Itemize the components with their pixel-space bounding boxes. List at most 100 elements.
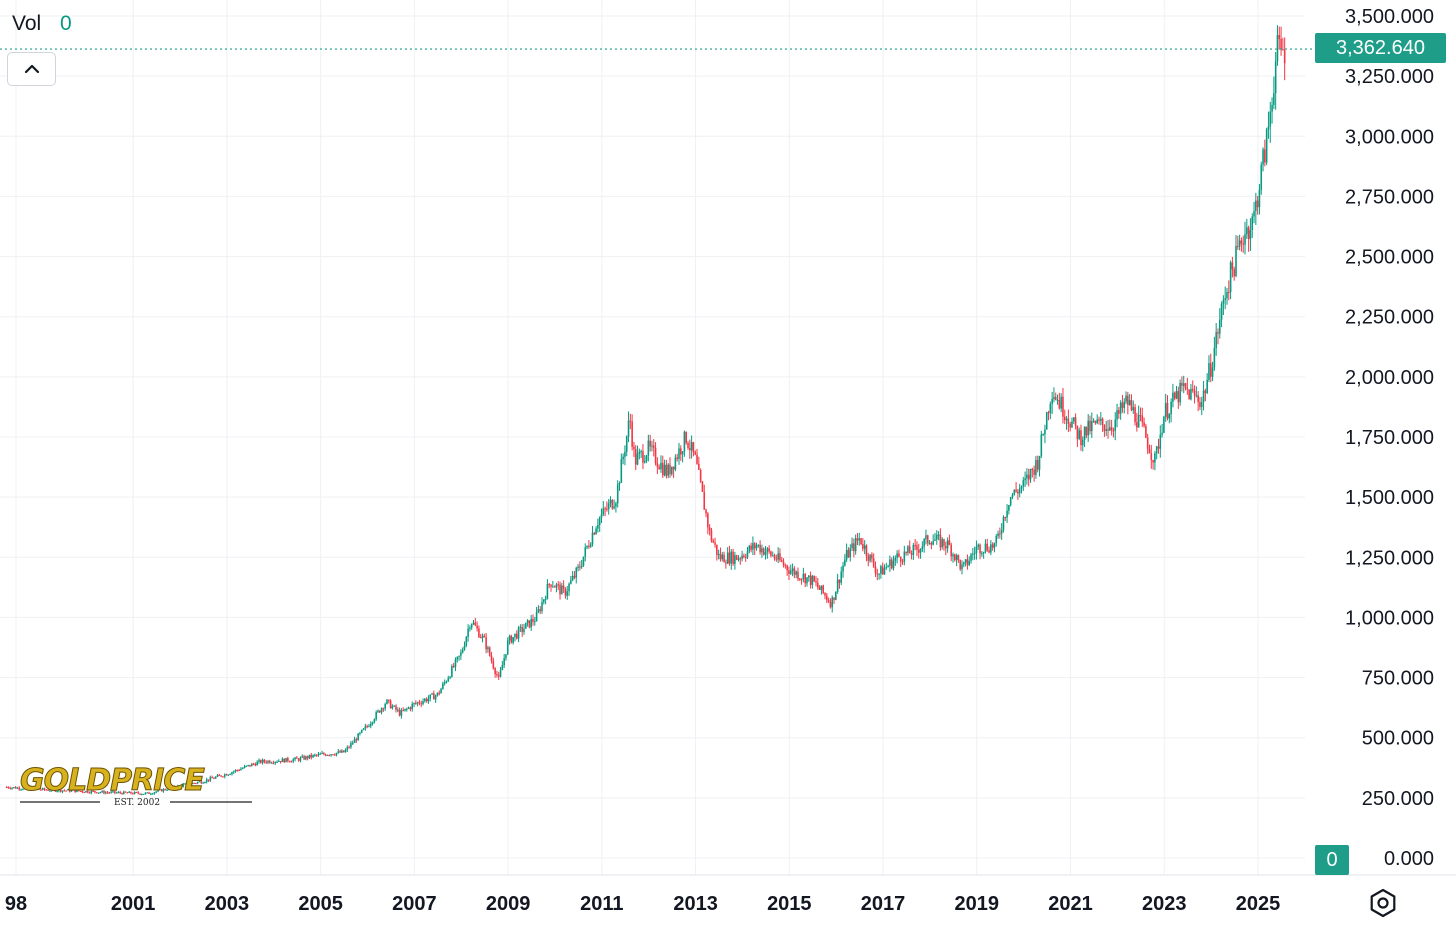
candle-body <box>979 544 981 554</box>
candle-body <box>451 666 453 677</box>
candle-body <box>676 457 678 459</box>
candle-body <box>981 553 983 555</box>
candle-body <box>45 789 48 791</box>
candle-body <box>442 683 444 689</box>
candle-body <box>310 754 313 758</box>
candle-body <box>642 451 644 463</box>
candle-body <box>1251 216 1254 231</box>
x-tick-label: 2017 <box>861 893 906 915</box>
candle-body <box>681 451 684 455</box>
candle-body <box>447 678 450 682</box>
candle-body <box>299 757 302 761</box>
volume-indicator-value: 0 <box>60 12 72 35</box>
candle-body <box>946 540 949 549</box>
candle-body <box>234 769 237 772</box>
candle-body <box>582 556 585 566</box>
candle-body <box>865 545 868 556</box>
candle-body <box>333 754 336 756</box>
candle-body <box>903 551 906 562</box>
candle-body <box>921 546 924 549</box>
candle-body <box>202 782 204 784</box>
candle-body <box>1222 299 1225 304</box>
x-tick-label: 2007 <box>392 893 437 915</box>
candle-body <box>817 582 819 588</box>
candle-body <box>34 787 37 789</box>
candle-body <box>964 559 967 563</box>
candle-body <box>227 774 230 776</box>
candle-body <box>840 571 843 583</box>
candle-body <box>1276 35 1279 62</box>
candle-body <box>937 534 940 536</box>
candle-body <box>1179 382 1181 403</box>
candle-body <box>685 431 688 443</box>
time-axis[interactable]: 98 2001 2003 2005 2007 2009 2011 2013 2015 2017 20… <box>5 893 1280 915</box>
candle-body <box>613 506 615 509</box>
candle-body <box>424 698 426 702</box>
candle-body <box>858 538 861 541</box>
candle-body <box>177 785 179 788</box>
candle-body <box>908 546 911 554</box>
candle-body <box>445 681 448 683</box>
candle-body <box>1060 396 1062 409</box>
candle-body <box>734 555 736 564</box>
candle-body <box>434 695 437 700</box>
candle-body <box>1029 468 1032 480</box>
logo-subtitle: EST. 2002 <box>114 798 160 808</box>
collapse-indicator-button[interactable] <box>7 52 56 86</box>
candle-body <box>717 553 720 555</box>
candle-body <box>943 539 945 547</box>
candle-body <box>263 759 266 762</box>
candle-body <box>195 783 197 785</box>
candle-body <box>76 789 78 793</box>
candle-body <box>714 542 716 545</box>
candle-body <box>49 790 51 792</box>
candle-body <box>1202 390 1205 403</box>
candle-body <box>683 431 686 452</box>
candle-body <box>1150 453 1153 460</box>
candle-body <box>533 621 536 623</box>
candle-body <box>804 573 806 584</box>
candle-body <box>573 575 576 578</box>
candle-body <box>162 789 165 792</box>
candle-body <box>1024 478 1026 481</box>
candle-body <box>991 544 994 548</box>
candle-body <box>1101 418 1104 425</box>
candle-body <box>845 550 848 560</box>
price-axis[interactable]: 3,500.000 3,250.000 3,000.000 2,750.000 2,50… <box>1345 6 1434 870</box>
candle-body <box>606 508 608 510</box>
candle-body <box>687 442 689 449</box>
candle-body <box>1273 93 1275 105</box>
candle-body <box>59 789 62 792</box>
candle-body <box>218 775 221 777</box>
candle-body <box>469 627 471 629</box>
candle-body <box>584 547 587 557</box>
candle-body <box>205 779 208 782</box>
candle-body <box>274 761 277 764</box>
candle-body <box>968 560 971 565</box>
y-tick-label: 1,500.000 <box>1345 487 1434 509</box>
candle-body <box>443 682 446 684</box>
candle-body <box>213 778 215 780</box>
candle-body <box>7 787 10 789</box>
candle-body <box>800 578 803 580</box>
candle-body <box>1042 434 1044 436</box>
candle-body <box>1132 407 1135 411</box>
gear-icon[interactable] <box>1366 886 1400 920</box>
candle-body <box>1035 459 1037 475</box>
candle-body <box>1195 395 1198 397</box>
candle-body <box>941 539 943 548</box>
candle-body <box>797 571 799 579</box>
candle-body <box>557 584 560 586</box>
candle-body <box>151 793 154 795</box>
candle-body <box>287 757 289 762</box>
x-tick-label: 2013 <box>673 893 718 915</box>
candle-body <box>77 789 80 791</box>
candle-body <box>1145 426 1147 438</box>
candle-body <box>54 789 57 792</box>
candle-body <box>1224 298 1226 300</box>
candle-body <box>133 792 136 794</box>
chart-grid <box>0 0 1456 876</box>
candle-body <box>526 620 529 623</box>
candle-body <box>189 784 192 786</box>
